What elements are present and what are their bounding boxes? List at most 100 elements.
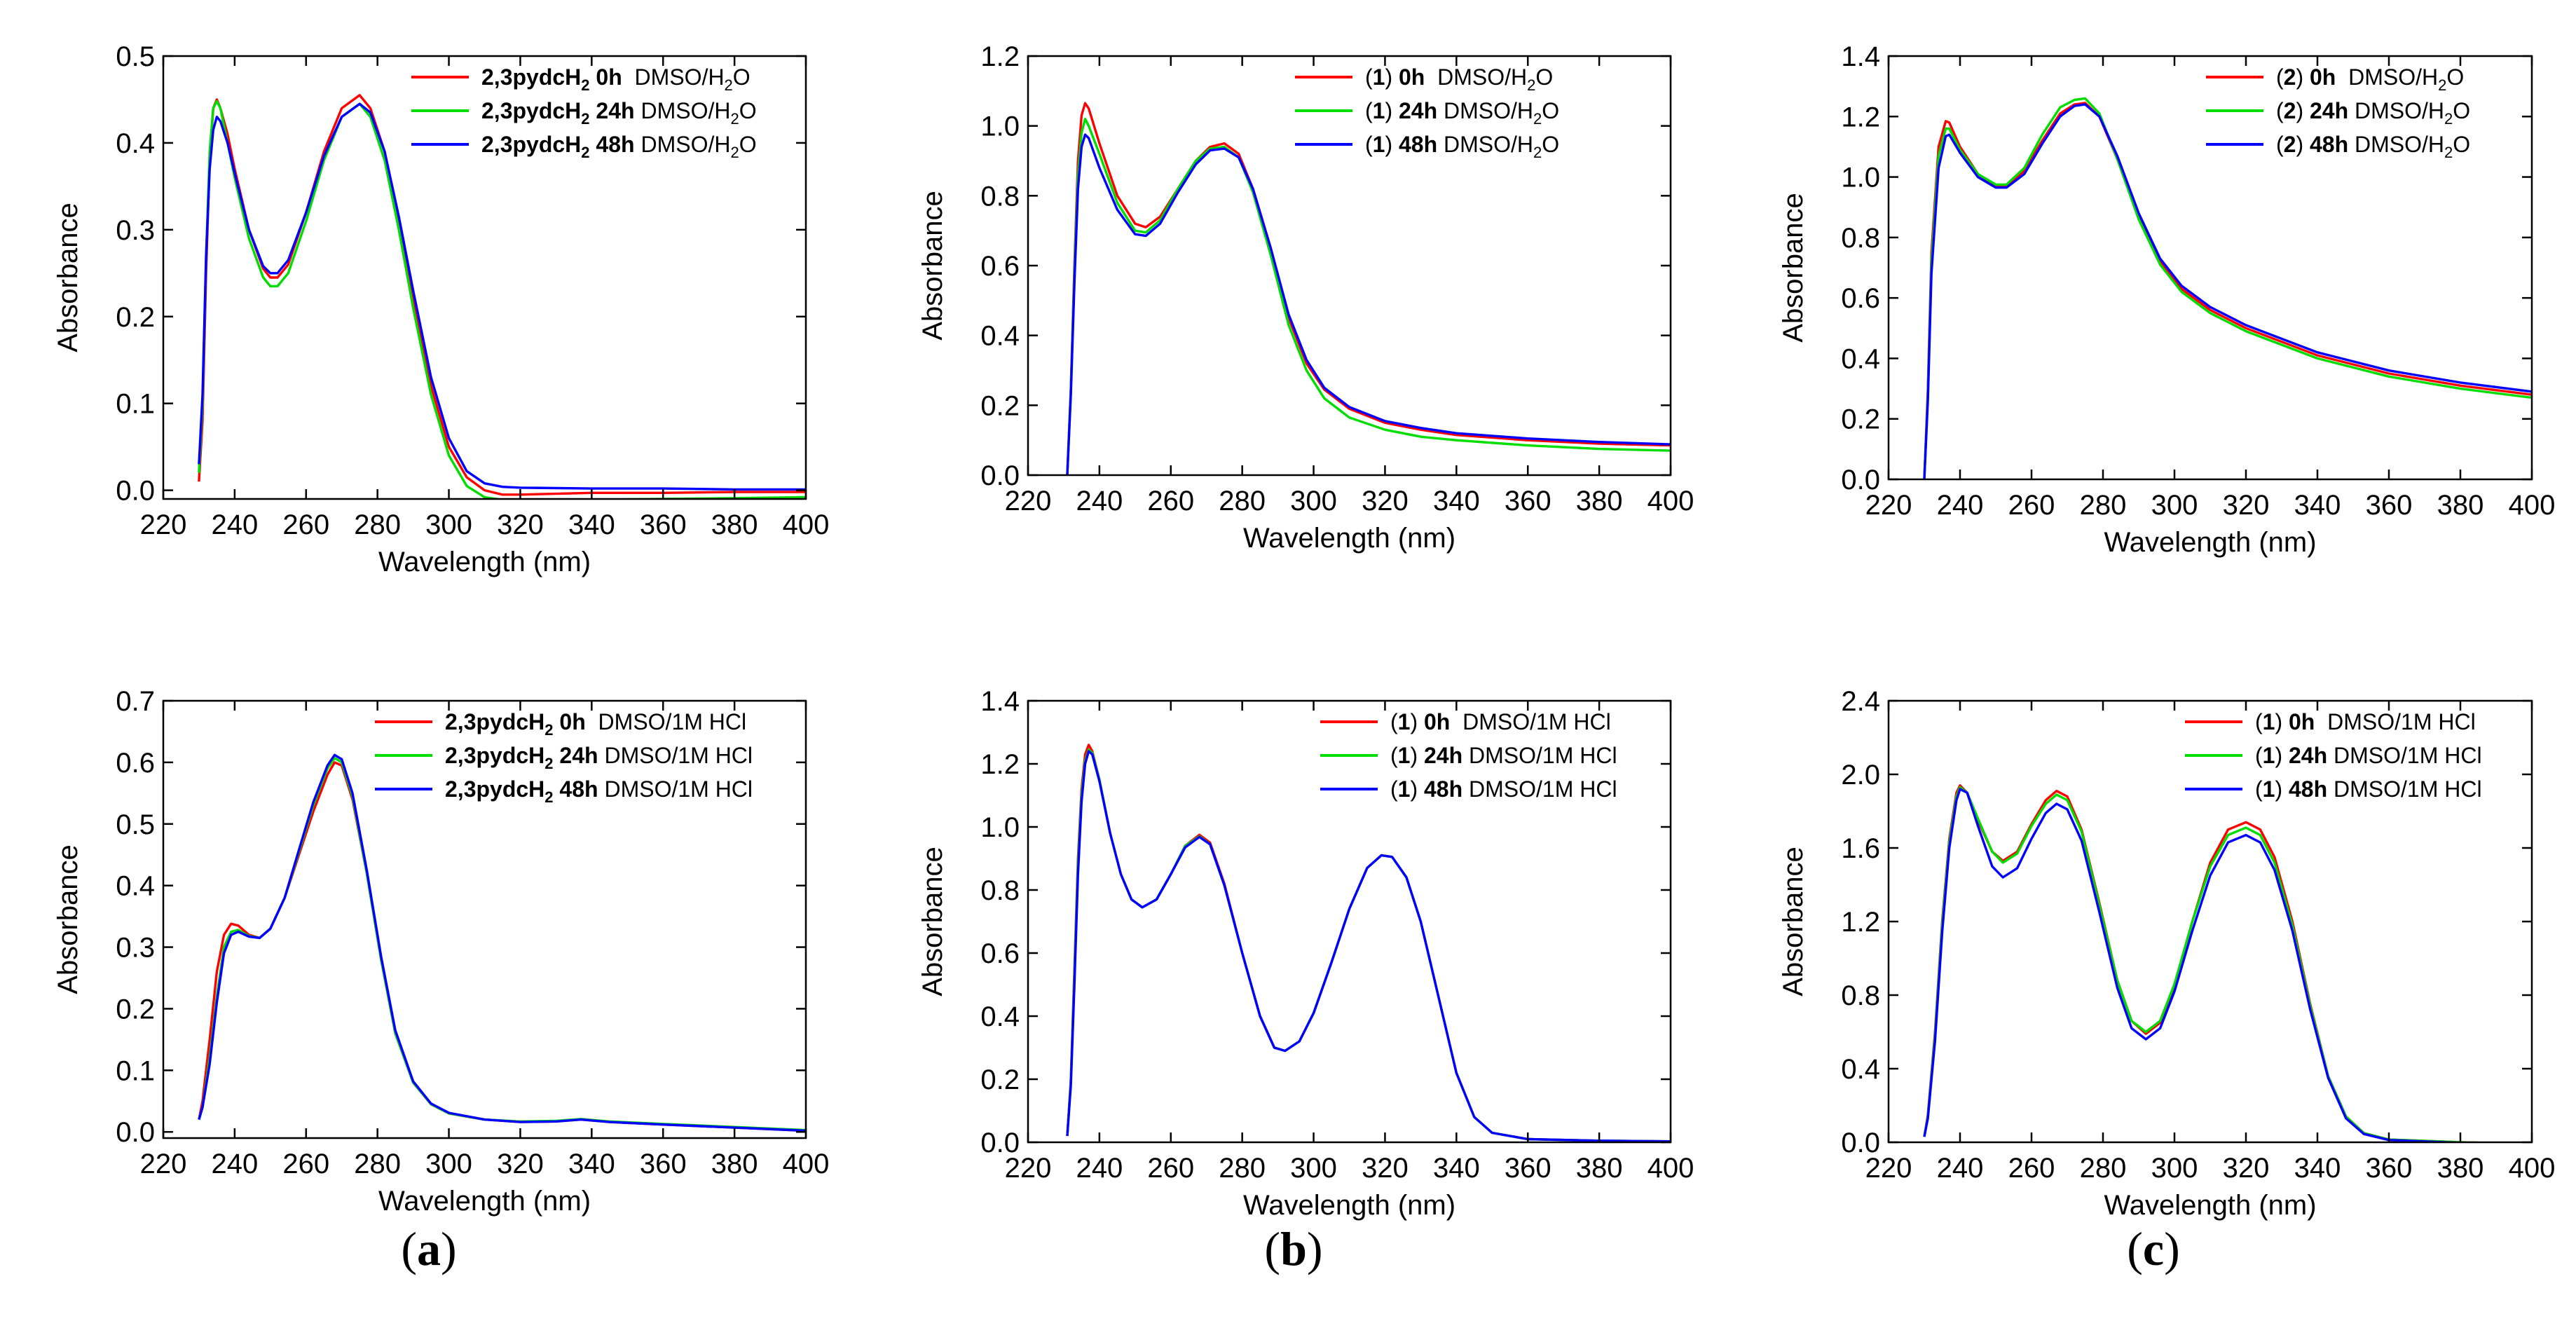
x-tick-label: 300: [1290, 1153, 1337, 1184]
y-tick-label: 0.3: [116, 215, 155, 246]
x-tick-label: 320: [1362, 1153, 1409, 1184]
plot-frame: [162, 699, 807, 1139]
chart-panel-c-bottom: 220 240 260 280 300 320 340 360 380 400 0.0 0.4 0.8 1…: [1778, 686, 2555, 1221]
y-tick-label: 1.0: [980, 812, 1020, 843]
x-axis-label: Wavelength (nm): [1243, 1190, 1455, 1221]
x-tick-label: 360: [2366, 490, 2413, 521]
y-tick-label: 1.2: [1841, 907, 1880, 938]
x-tick-label: 380: [1576, 486, 1623, 516]
x-tick-label: 320: [497, 1149, 544, 1179]
x-tick-label: 380: [711, 509, 758, 540]
series-group: [1923, 97, 2532, 479]
y-tick-label: 0.5: [116, 809, 155, 840]
y-tick-label: 0.2: [980, 1064, 1020, 1095]
x-tick-label: 400: [783, 509, 830, 540]
chart-panel-a-top: 220 240 260 280 300 320 340 360 380 400 0.0 0.1 0.2 0…: [53, 41, 829, 577]
y-tick-label: 0.4: [1841, 1054, 1880, 1085]
y-tick-label: 0.2: [980, 390, 1020, 421]
legend-entry: (2) 24h DMSO/H2O: [2276, 98, 2470, 128]
y-tick-label: 2.4: [1841, 686, 1880, 717]
y-tick-label: 0.6: [1841, 283, 1880, 314]
series-line-48h: [198, 753, 806, 1132]
x-tick-label: 280: [354, 1149, 401, 1179]
x-tick-label: 300: [425, 509, 472, 540]
legend-entry: (1) 0h DMSO/1M HCl: [2255, 709, 2476, 734]
y-tick-label: 1.2: [980, 41, 1020, 72]
x-tick-label: 340: [1433, 1153, 1480, 1184]
y-tick-label: 0.2: [1841, 404, 1880, 435]
series-line-48h: [1066, 133, 1671, 475]
x-tick-label: 360: [640, 509, 687, 540]
y-axis-label: Absorbance: [1778, 847, 1809, 996]
x-tick-label: 340: [568, 1149, 615, 1179]
x-axis-label: Wavelength (nm): [378, 1186, 591, 1217]
x-tick-label: 240: [1937, 490, 1984, 521]
x-tick-label: 220: [1005, 486, 1052, 516]
panel-caption: (a): [401, 1222, 456, 1275]
y-tick-label: 0.1: [116, 389, 155, 420]
x-tick-label: 240: [212, 509, 259, 540]
x-tick-label: 220: [140, 509, 187, 540]
legend: 2,3pydcH2 0h DMSO/H2O 2,3pydcH2 24h DMSO/…: [411, 64, 757, 161]
x-tick-label: 320: [2223, 490, 2270, 521]
legend-entry: (1) 0h DMSO/H2O: [1365, 64, 1553, 94]
y-tick-label: 0.6: [980, 251, 1020, 282]
legend-entry: (1) 24h DMSO/1M HCl: [2255, 743, 2482, 768]
legend-entry: (1) 48h DMSO/H2O: [1365, 132, 1559, 161]
y-tick-label: 0.0: [116, 476, 155, 507]
x-tick-label: 320: [2223, 1153, 2270, 1184]
x-tick-label: 380: [2437, 490, 2484, 521]
x-tick-label: 260: [2008, 1153, 2055, 1184]
y-tick-label: 0.0: [1841, 465, 1880, 495]
x-tick-label: 220: [140, 1149, 187, 1179]
x-tick-label: 360: [2366, 1153, 2413, 1184]
legend-entry: (1) 24h DMSO/H2O: [1365, 98, 1559, 128]
series-group: [198, 753, 806, 1132]
plot-frame: [162, 55, 807, 500]
legend: (1) 0h DMSO/1M HCl (1) 24h DMSO/1M HCl (1)…: [2185, 709, 2482, 802]
series-group: [1066, 744, 1671, 1142]
legend-entry: 2,3pydcH2 48h DMSO/1M HCl: [445, 776, 753, 806]
legend: (2) 0h DMSO/H2O (2) 24h DMSO/H2O (2) 48h D…: [2206, 64, 2470, 161]
series-line-24h: [1066, 118, 1671, 475]
series-line-48h: [1923, 788, 2488, 1142]
series-line-0h: [1066, 102, 1671, 475]
x-tick-label: 380: [2437, 1153, 2484, 1184]
legend: (1) 0h DMSO/1M HCl (1) 24h DMSO/1M HCl (1)…: [1320, 709, 1617, 802]
y-tick-label: 0.6: [116, 748, 155, 779]
x-tick-label: 280: [354, 509, 401, 540]
y-tick-label: 0.3: [116, 933, 155, 964]
y-tick-label: 0.8: [980, 875, 1020, 906]
legend-entry: (1) 0h DMSO/1M HCl: [1390, 709, 1611, 734]
y-tick-label: 0.0: [980, 460, 1020, 491]
x-tick-label: 360: [1505, 1153, 1551, 1184]
y-tick-label: 1.2: [980, 749, 1020, 780]
x-tick-label: 280: [2080, 490, 2127, 521]
legend-entry: 2,3pydcH2 24h DMSO/H2O: [481, 98, 757, 128]
legend: 2,3pydcH2 0h DMSO/1M HCl 2,3pydcH2 24h DM…: [375, 709, 753, 806]
legend-entry: 2,3pydcH2 0h DMSO/H2O: [481, 64, 751, 94]
plot-frame: [1027, 699, 1672, 1144]
x-tick-label: 240: [1076, 1153, 1123, 1184]
y-tick-label: 0.2: [116, 302, 155, 333]
legend: (1) 0h DMSO/H2O (1) 24h DMSO/H2O (1) 48h D…: [1295, 64, 1559, 161]
series-line-48h: [198, 102, 806, 491]
x-axis-label: Wavelength (nm): [1243, 523, 1455, 554]
legend-entry: 2,3pydcH2 48h DMSO/H2O: [481, 132, 757, 161]
y-axis-label: Absorbance: [917, 847, 948, 996]
x-axis-label: Wavelength (nm): [378, 547, 591, 577]
x-tick-label: 240: [1937, 1153, 1984, 1184]
x-tick-label: 300: [425, 1149, 472, 1179]
x-tick-label: 360: [640, 1149, 687, 1179]
x-tick-label: 340: [2294, 490, 2341, 521]
panel-caption: (b): [1264, 1222, 1322, 1275]
x-tick-label: 320: [497, 509, 544, 540]
x-tick-label: 260: [1147, 486, 1194, 516]
series-group: [1066, 102, 1671, 475]
plot-frame: [1887, 55, 2533, 481]
x-tick-label: 360: [1505, 486, 1551, 516]
x-tick-label: 300: [2151, 1153, 2198, 1184]
y-tick-label: 1.0: [1841, 163, 1880, 193]
legend-entry: (2) 0h DMSO/H2O: [2276, 64, 2464, 94]
